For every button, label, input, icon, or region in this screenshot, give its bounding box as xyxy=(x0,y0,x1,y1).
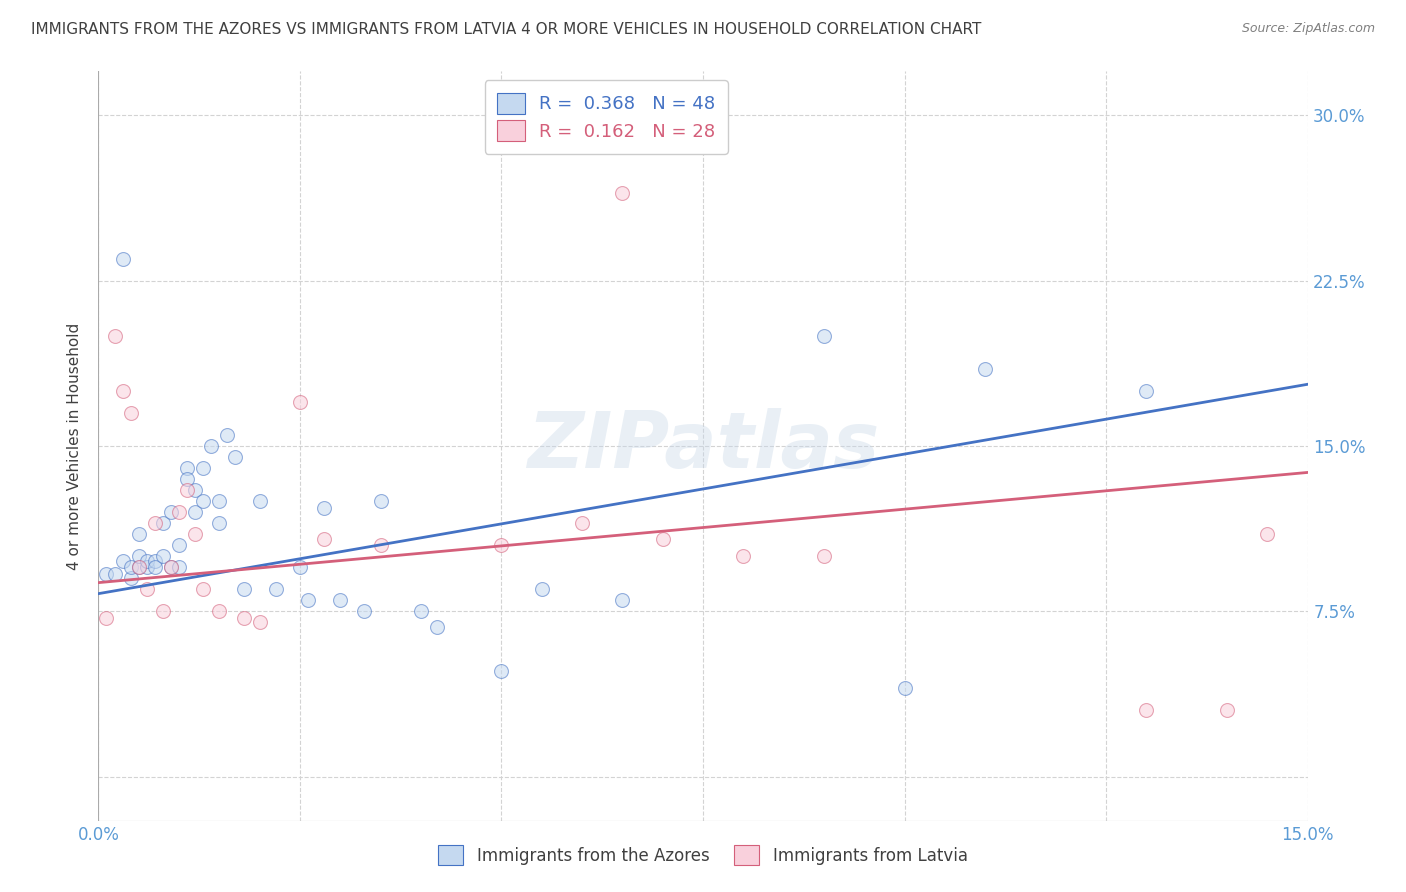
Point xyxy=(314,532,336,546)
Point xyxy=(297,593,319,607)
Point xyxy=(184,483,207,497)
Point xyxy=(1135,703,1157,717)
Point xyxy=(651,532,673,546)
Point xyxy=(135,582,157,597)
Point xyxy=(893,681,915,696)
Point xyxy=(96,566,118,581)
Point xyxy=(167,505,190,519)
Point xyxy=(813,549,835,564)
Point xyxy=(491,664,513,678)
Point xyxy=(160,560,183,574)
Point xyxy=(176,472,198,486)
Point xyxy=(103,566,125,581)
Point xyxy=(353,604,375,618)
Point xyxy=(491,538,513,552)
Point xyxy=(224,450,246,464)
Point xyxy=(1216,703,1239,717)
Legend: R =  0.368   N = 48, R =  0.162   N = 28: R = 0.368 N = 48, R = 0.162 N = 28 xyxy=(485,80,728,153)
Point xyxy=(128,560,150,574)
Point xyxy=(232,582,254,597)
Text: Source: ZipAtlas.com: Source: ZipAtlas.com xyxy=(1241,22,1375,36)
Point xyxy=(135,560,157,574)
Point xyxy=(232,611,254,625)
Point xyxy=(264,582,287,597)
Point xyxy=(128,527,150,541)
Point xyxy=(160,560,183,574)
Point xyxy=(612,593,634,607)
Point xyxy=(208,604,231,618)
Point xyxy=(1256,527,1278,541)
Point xyxy=(111,252,134,266)
Text: ZIPatlas: ZIPatlas xyxy=(527,408,879,484)
Point xyxy=(152,549,174,564)
Point xyxy=(370,494,392,508)
Point xyxy=(120,560,142,574)
Point xyxy=(193,582,215,597)
Point xyxy=(103,328,125,343)
Point xyxy=(193,461,215,475)
Text: IMMIGRANTS FROM THE AZORES VS IMMIGRANTS FROM LATVIA 4 OR MORE VEHICLES IN HOUSE: IMMIGRANTS FROM THE AZORES VS IMMIGRANTS… xyxy=(31,22,981,37)
Legend: Immigrants from the Azores, Immigrants from Latvia: Immigrants from the Azores, Immigrants f… xyxy=(429,836,977,875)
Y-axis label: 4 or more Vehicles in Household: 4 or more Vehicles in Household xyxy=(67,322,83,570)
Point xyxy=(167,560,190,574)
Point xyxy=(733,549,755,564)
Point xyxy=(128,549,150,564)
Point xyxy=(208,516,231,530)
Point xyxy=(184,527,207,541)
Point xyxy=(143,553,166,567)
Point xyxy=(208,494,231,508)
Point xyxy=(184,505,207,519)
Point xyxy=(249,494,271,508)
Point xyxy=(249,615,271,630)
Point xyxy=(193,494,215,508)
Point xyxy=(111,384,134,398)
Point xyxy=(167,538,190,552)
Point xyxy=(120,571,142,585)
Point xyxy=(96,611,118,625)
Point xyxy=(612,186,634,200)
Point xyxy=(288,395,311,409)
Point xyxy=(530,582,553,597)
Point xyxy=(200,439,222,453)
Point xyxy=(329,593,352,607)
Point xyxy=(176,483,198,497)
Point xyxy=(160,505,183,519)
Point xyxy=(143,560,166,574)
Point xyxy=(135,553,157,567)
Point xyxy=(409,604,432,618)
Point xyxy=(128,560,150,574)
Point xyxy=(176,461,198,475)
Point xyxy=(974,362,997,376)
Point xyxy=(288,560,311,574)
Point xyxy=(120,406,142,420)
Point xyxy=(314,500,336,515)
Point xyxy=(426,620,449,634)
Point xyxy=(143,516,166,530)
Point xyxy=(152,604,174,618)
Point xyxy=(217,428,239,442)
Point xyxy=(111,553,134,567)
Point xyxy=(152,516,174,530)
Point xyxy=(813,328,835,343)
Point xyxy=(370,538,392,552)
Point xyxy=(1135,384,1157,398)
Point xyxy=(571,516,593,530)
